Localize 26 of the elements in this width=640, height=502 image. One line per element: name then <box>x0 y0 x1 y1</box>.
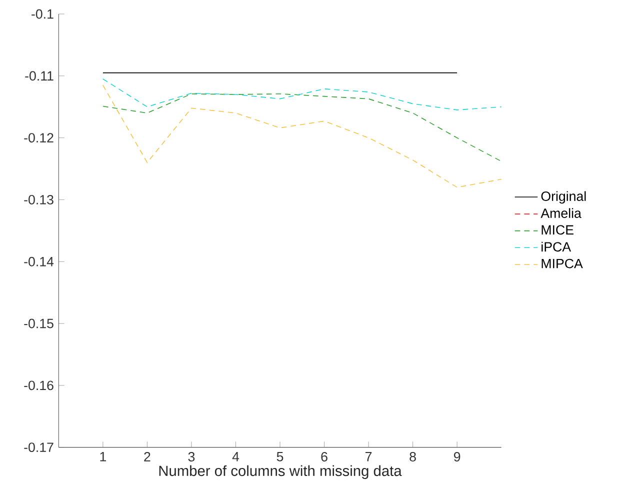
x-tick-label: 6 <box>321 452 328 462</box>
x-tick-label: 8 <box>410 452 416 462</box>
y-tick-label: -0.12 <box>24 133 54 143</box>
legend-label: iPCA <box>542 242 572 252</box>
line-series <box>102 84 502 188</box>
y-tick-label: -0.17 <box>24 442 54 452</box>
x-tick-label: 3 <box>188 452 195 462</box>
x-axis-title: Number of columns with missing data <box>159 465 402 479</box>
legend-label: MICE <box>542 225 574 235</box>
x-tick-label: 2 <box>144 452 150 462</box>
y-tick-label: -0.1 <box>32 9 54 19</box>
y-tick-label: -0.16 <box>24 380 54 390</box>
line-series <box>102 93 502 162</box>
legend-label: Amelia <box>540 208 582 218</box>
legend-label: MIPCA <box>542 258 583 268</box>
line-series <box>102 78 502 110</box>
x-tick-label: 7 <box>366 452 372 462</box>
x-tick-label: 5 <box>276 452 284 462</box>
y-tick-label: -0.11 <box>25 71 54 81</box>
y-tick-label: -0.15 <box>24 318 54 328</box>
y-tick-label: -0.14 <box>24 256 54 266</box>
y-tick-label: -0.13 <box>24 194 54 204</box>
legend-label: Original <box>541 191 586 204</box>
x-tick-label: 4 <box>232 452 240 462</box>
x-tick-label: 1 <box>100 452 106 462</box>
x-tick-label: 9 <box>454 452 460 462</box>
